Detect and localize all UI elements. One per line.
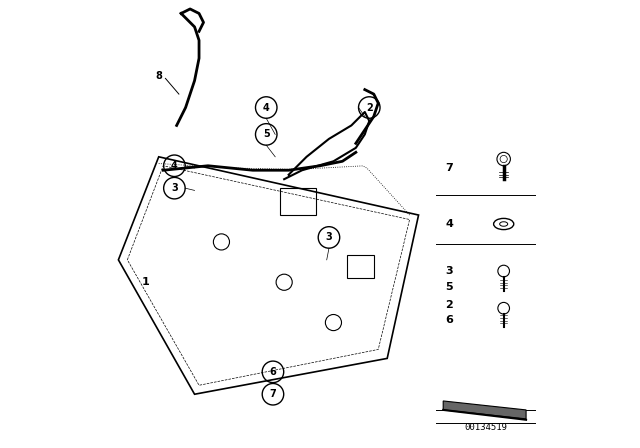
Polygon shape xyxy=(443,401,526,419)
Text: 6: 6 xyxy=(445,315,453,325)
Text: 4: 4 xyxy=(445,219,453,229)
Text: 6: 6 xyxy=(269,367,276,377)
Text: 3: 3 xyxy=(326,233,332,242)
Text: 2: 2 xyxy=(366,103,372,112)
Text: 2: 2 xyxy=(445,300,453,310)
Text: 7: 7 xyxy=(445,163,453,173)
Text: 7: 7 xyxy=(269,389,276,399)
Text: 4: 4 xyxy=(171,161,178,171)
Text: 8: 8 xyxy=(156,71,162,81)
Text: 00134519: 00134519 xyxy=(464,423,508,432)
Text: 1: 1 xyxy=(141,277,149,287)
Text: 3: 3 xyxy=(445,266,453,276)
Text: 5: 5 xyxy=(263,129,269,139)
Text: 5: 5 xyxy=(445,282,453,292)
Text: 4: 4 xyxy=(263,103,269,112)
Text: 3: 3 xyxy=(171,183,178,193)
